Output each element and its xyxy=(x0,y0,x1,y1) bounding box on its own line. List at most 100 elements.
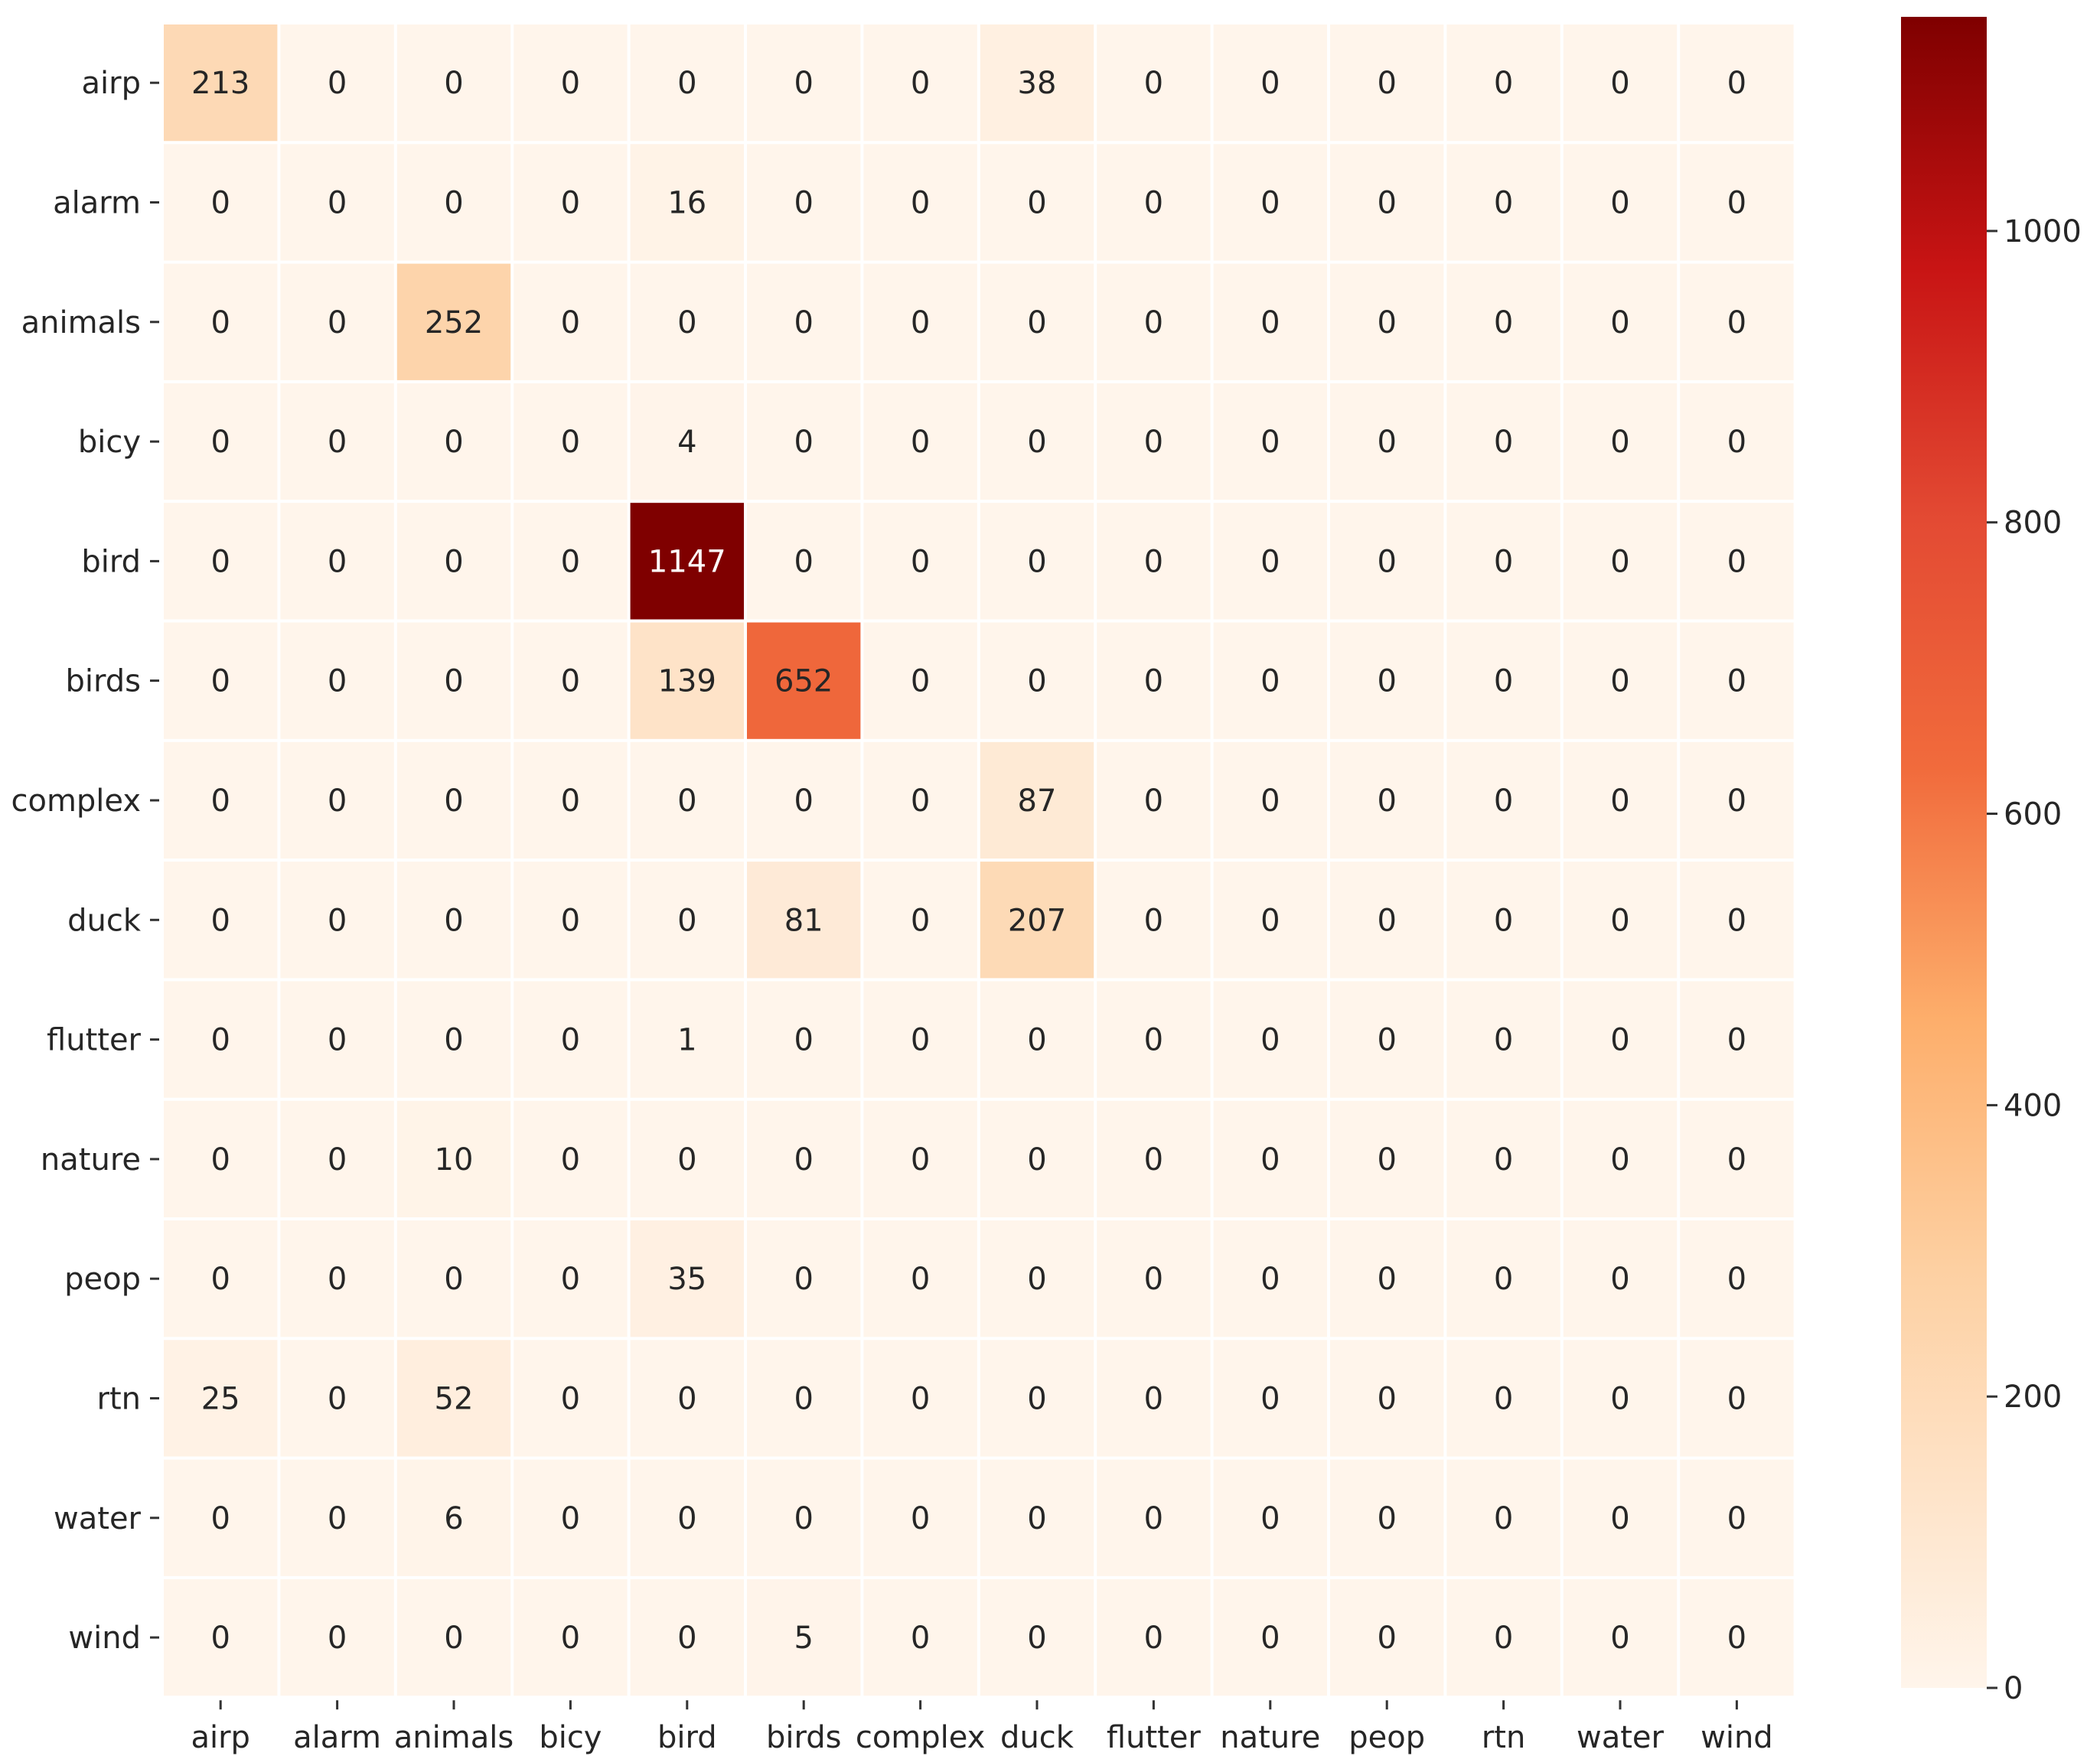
cell-value-label: 0 xyxy=(561,425,580,460)
heatmap-cell-bird-flutter xyxy=(1097,503,1211,620)
heatmap-cell-duck-duck xyxy=(980,862,1094,979)
cell-value-label: 0 xyxy=(210,664,230,699)
cell-value-label: 0 xyxy=(1260,784,1280,819)
cell-value-label: 0 xyxy=(1727,1262,1746,1297)
heatmap-cell-water-wind xyxy=(1680,1459,1794,1576)
heatmap-cell-nature-complex xyxy=(863,1100,977,1217)
heatmap-cell-duck-peop xyxy=(1330,862,1444,979)
heatmap-cell-airp-alarm xyxy=(280,24,394,142)
cell-value-label: 0 xyxy=(911,1382,930,1417)
y-tick-label-peop: peop xyxy=(64,1262,141,1297)
heatmap-cell-animals-flutter xyxy=(1097,263,1211,380)
colorbar-tick-label: 0 xyxy=(2004,1671,2023,1706)
heatmap-cell-duck-bird xyxy=(630,862,744,979)
heatmap-cell-peop-complex xyxy=(863,1220,977,1337)
heatmap-cell-complex-duck xyxy=(980,741,1094,859)
heatmap-cell-water-flutter xyxy=(1097,1459,1211,1576)
heatmap-cell-bicy-airp xyxy=(164,383,278,500)
heatmap-cell-airp-airp xyxy=(164,24,278,142)
heatmap-cell-alarm-duck xyxy=(980,144,1094,261)
cell-value-label: 0 xyxy=(1610,1023,1629,1058)
heatmap-cell-bird-complex xyxy=(863,503,977,620)
cell-value-label: 0 xyxy=(1377,1262,1396,1297)
cell-value-label: 0 xyxy=(911,425,930,460)
heatmap-cell-nature-water xyxy=(1563,1100,1678,1217)
heatmap-cell-alarm-bird xyxy=(630,144,744,261)
cell-value-label: 0 xyxy=(1027,425,1046,460)
heatmap-cell-complex-bicy xyxy=(514,741,628,859)
cell-value-label: 0 xyxy=(444,784,463,819)
cell-value-label: 16 xyxy=(667,186,706,221)
heatmap-cell-airp-duck xyxy=(980,24,1094,142)
cell-value-label: 0 xyxy=(1610,664,1629,699)
heatmap-cell-peop-flutter xyxy=(1097,1220,1211,1337)
cell-value-label: 0 xyxy=(1144,1382,1163,1417)
heatmap-cell-airp-flutter xyxy=(1097,24,1211,142)
cell-value-label: 0 xyxy=(1494,1262,1513,1297)
heatmap-cell-rtn-alarm xyxy=(280,1340,394,1457)
cell-value-label: 0 xyxy=(444,1262,463,1297)
heatmap-cell-alarm-airp xyxy=(164,144,278,261)
cell-value-label: 0 xyxy=(1610,186,1629,221)
cell-value-label: 0 xyxy=(1260,1262,1280,1297)
heatmap-cell-bicy-flutter xyxy=(1097,383,1211,500)
heatmap-cell-nature-nature xyxy=(1213,1100,1327,1217)
cell-value-label: 0 xyxy=(444,186,463,221)
heatmap-cell-water-airp xyxy=(164,1459,278,1576)
cell-value-label: 0 xyxy=(1377,903,1396,938)
cell-value-label: 0 xyxy=(1727,305,1746,340)
cell-value-label: 0 xyxy=(1610,1621,1629,1656)
cell-value-label: 0 xyxy=(1610,425,1629,460)
heatmap-cell-peop-wind xyxy=(1680,1220,1794,1337)
heatmap-cell-complex-bird xyxy=(630,741,744,859)
cell-value-label: 0 xyxy=(794,305,813,340)
heatmap-cell-animals-rtn xyxy=(1446,263,1560,380)
heatmap-cell-peop-rtn xyxy=(1446,1220,1560,1337)
cell-value-label: 35 xyxy=(667,1262,706,1297)
heatmap-cell-birds-flutter xyxy=(1097,622,1211,739)
cell-value-label: 6 xyxy=(444,1501,463,1536)
cell-value-label: 0 xyxy=(1377,1501,1396,1536)
cell-value-label: 0 xyxy=(561,1142,580,1178)
y-tick-label-rtn: rtn xyxy=(97,1382,141,1417)
cell-value-label: 0 xyxy=(1027,186,1046,221)
heatmap-cell-peop-birds xyxy=(747,1220,861,1337)
cell-value-label: 0 xyxy=(561,544,580,579)
cell-value-label: 0 xyxy=(911,1501,930,1536)
heatmap-cell-bird-alarm xyxy=(280,503,394,620)
cell-value-label: 0 xyxy=(1727,903,1746,938)
heatmap-cell-airp-rtn xyxy=(1446,24,1560,142)
heatmap-cell-peop-animals xyxy=(396,1220,511,1337)
heatmap-cell-nature-wind xyxy=(1680,1100,1794,1217)
cell-value-label: 0 xyxy=(1494,664,1513,699)
heatmap-cell-complex-flutter xyxy=(1097,741,1211,859)
heatmap-cell-complex-complex xyxy=(863,741,977,859)
cell-value-label: 0 xyxy=(210,1142,230,1178)
cell-value-label: 0 xyxy=(1727,1621,1746,1656)
heatmap-cell-peop-nature xyxy=(1213,1220,1327,1337)
cell-value-label: 25 xyxy=(201,1382,240,1417)
y-tick-label-water: water xyxy=(54,1501,142,1536)
heatmap-cell-airp-water xyxy=(1563,24,1678,142)
x-axis: airp alarm animals bicy bird birds complex duck… xyxy=(191,1700,1773,1755)
heatmap-cell-wind-bicy xyxy=(514,1578,628,1696)
y-tick-label-alarm: alarm xyxy=(53,186,141,221)
heatmap-cell-airp-complex xyxy=(863,24,977,142)
heatmap-cell-animals-peop xyxy=(1330,263,1444,380)
heatmap-cell-wind-rtn xyxy=(1446,1578,1560,1696)
heatmap-cell-animals-water xyxy=(1563,263,1678,380)
cell-value-label: 0 xyxy=(911,66,930,101)
cell-value-label: 0 xyxy=(1494,425,1513,460)
cell-value-label: 0 xyxy=(1494,544,1513,579)
heatmap-cell-birds-complex xyxy=(863,622,977,739)
y-tick-label-flutter: flutter xyxy=(47,1023,142,1058)
heatmap-cell-nature-birds xyxy=(747,1100,861,1217)
heatmap-cell-nature-bird xyxy=(630,1100,744,1217)
cell-value-label: 0 xyxy=(794,1262,813,1297)
heatmap-cell-animals-animals xyxy=(396,263,511,380)
heatmap-cell-flutter-airp xyxy=(164,981,278,1098)
heatmap-cell-bird-bicy xyxy=(514,503,628,620)
heatmap-cell-nature-peop xyxy=(1330,1100,1444,1217)
cell-value-label: 0 xyxy=(1494,1023,1513,1058)
y-tick-label-wind: wind xyxy=(68,1621,141,1656)
